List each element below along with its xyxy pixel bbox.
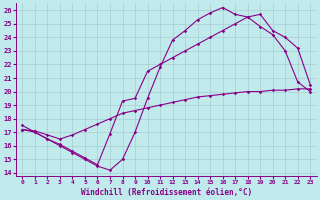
X-axis label: Windchill (Refroidissement éolien,°C): Windchill (Refroidissement éolien,°C): [81, 188, 252, 197]
